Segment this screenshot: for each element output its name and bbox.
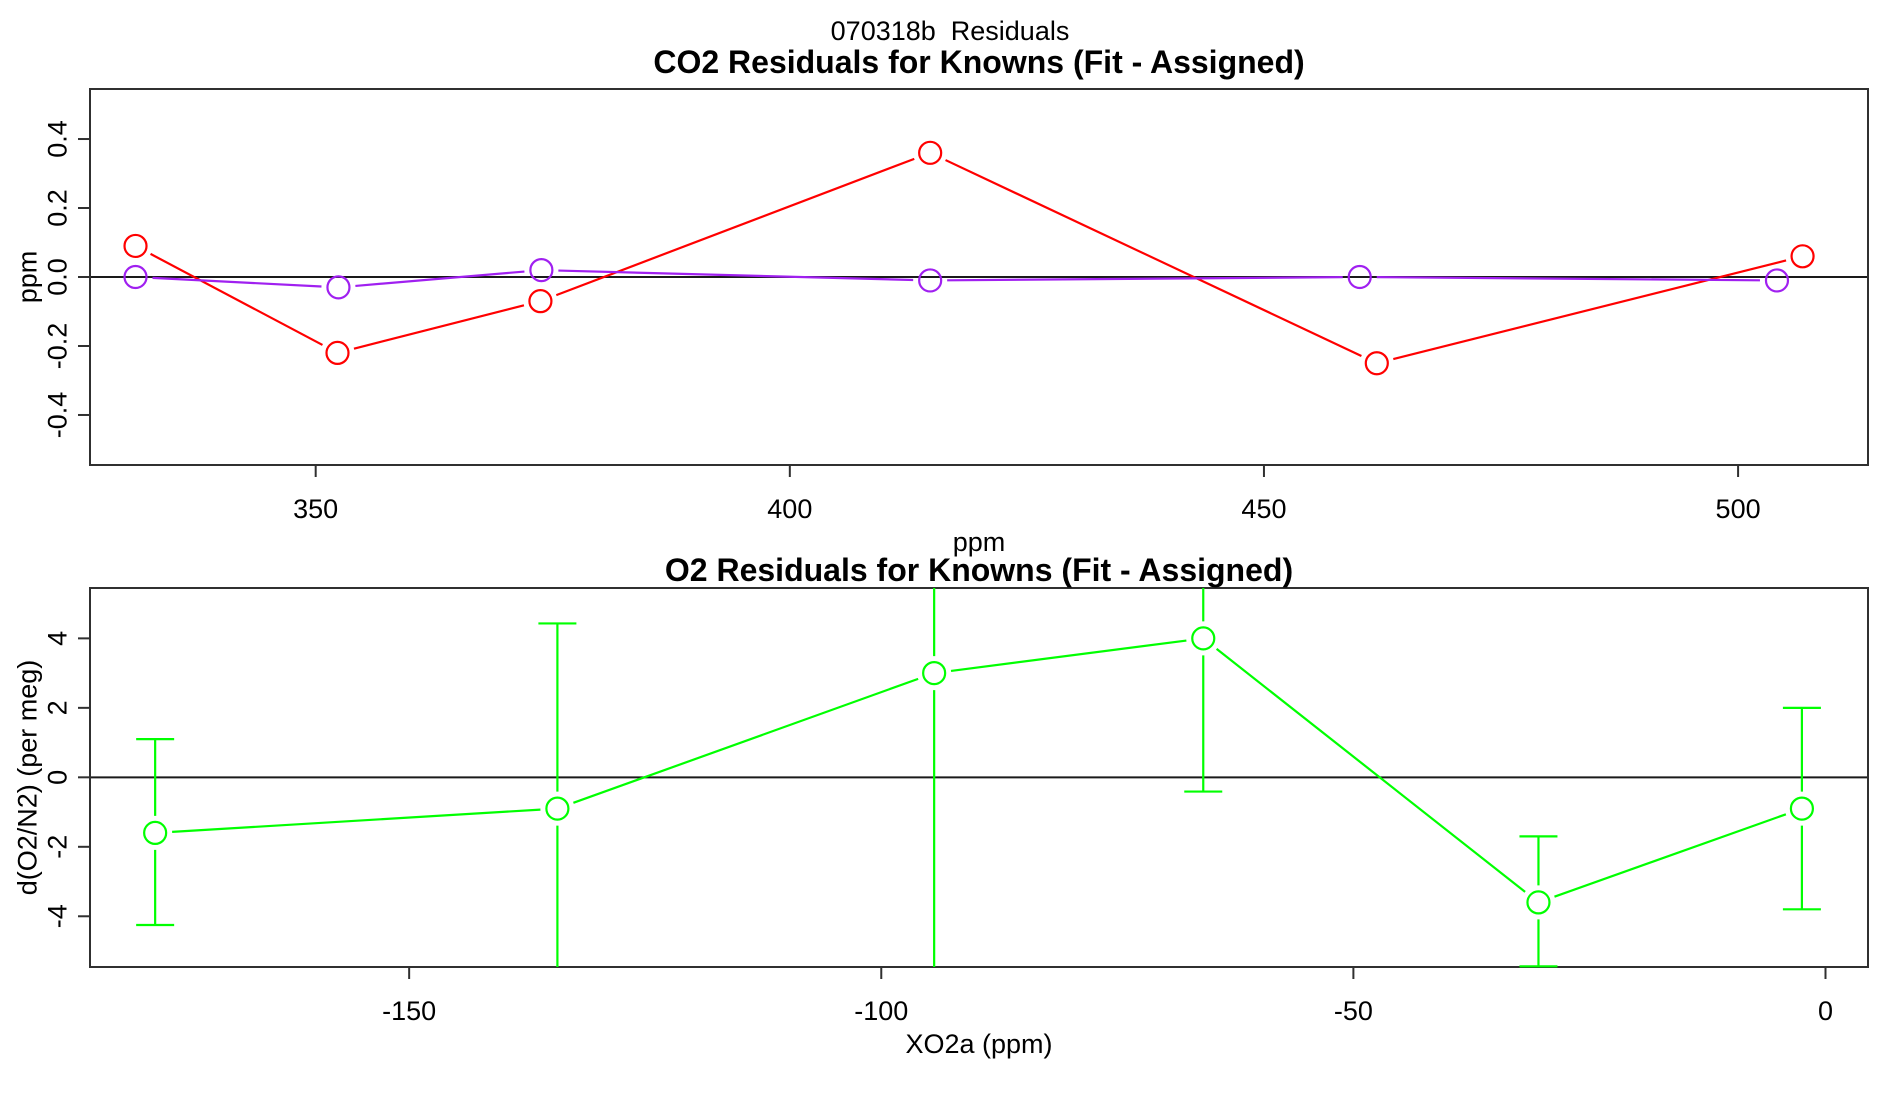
- series-line-segment: [172, 808, 541, 833]
- data-point-marker: [1764, 268, 1790, 293]
- x-tick-label: 500: [1716, 494, 1761, 524]
- x-tick-label: -100: [854, 996, 908, 1026]
- x-axis-title: ppm: [953, 527, 1006, 557]
- series-line-segment: [950, 639, 1187, 673]
- y-tick-label: 0.4: [42, 120, 72, 158]
- chart-co2: 350 400 450 500 -0.4 -0.2 0.0 0.2 0.4 CO2 Residua…: [12, 44, 1869, 557]
- data-point-marker: [1790, 244, 1815, 269]
- chart-title: O2 Residuals for Knowns (Fit - Assigned): [665, 552, 1293, 588]
- y-axis-title: ppm: [12, 251, 42, 304]
- series-line-segment: [558, 269, 914, 282]
- series-line-segment: [1376, 276, 1760, 282]
- data-point-marker: [1526, 890, 1551, 915]
- data-point-marker: [918, 268, 943, 293]
- chart-title: CO2 Residuals for Knowns (Fit - Assigned…: [653, 44, 1304, 80]
- data-point-marker: [1789, 796, 1815, 821]
- data-point-marker: [529, 258, 554, 283]
- series-line-segment: [353, 304, 525, 350]
- x-axis-title: XO2a (ppm): [905, 1029, 1052, 1059]
- chart-o2: -150 -100 -50 0 -4 -2 0 2 4 O2 Residuals for Know…: [12, 552, 1869, 1059]
- series-line-segment: [1554, 813, 1787, 898]
- series-line-segment: [945, 159, 1362, 357]
- x-tick-label: 350: [293, 494, 338, 524]
- series-line-segment: [573, 677, 919, 804]
- data-point-marker: [1191, 626, 1216, 651]
- data-point-marker: [123, 233, 148, 259]
- y-tick-label: -2: [42, 835, 72, 859]
- y-tick-label: 0.2: [42, 189, 72, 227]
- y-tick-label: -4: [42, 904, 72, 928]
- y-tick-label: -0.4: [42, 392, 72, 439]
- y-tick-label: 0: [42, 770, 72, 785]
- x-tick-label: 0: [1818, 996, 1833, 1026]
- series-co2-residual-fit1: [123, 140, 1815, 376]
- y-axis-title: d(O2/N2) (per meg): [12, 660, 42, 896]
- series-line-segment: [1393, 259, 1787, 361]
- series-line-segment: [152, 276, 322, 288]
- data-point-marker: [918, 140, 943, 165]
- series-line-segment: [150, 252, 323, 346]
- data-point-marker: [545, 796, 570, 821]
- series-line-segment: [1215, 648, 1526, 893]
- y-tick-label: 4: [42, 631, 72, 646]
- series-co2-residual-fit2: [123, 258, 1790, 300]
- series-line-segment: [355, 270, 525, 288]
- data-point-marker: [1364, 351, 1389, 376]
- data-point-marker: [1347, 264, 1372, 290]
- data-point-marker: [123, 264, 148, 290]
- y-tick-label: -0.2: [42, 323, 72, 370]
- series-o2-residual: [136, 588, 1821, 968]
- data-point-marker: [325, 340, 350, 365]
- data-point-marker: [143, 820, 168, 846]
- x-tick-label: 450: [1241, 494, 1286, 524]
- x-tick-label: -50: [1334, 996, 1373, 1026]
- series-line-segment: [947, 276, 1343, 282]
- x-tick-label: 400: [767, 494, 812, 524]
- data-point-marker: [326, 275, 351, 300]
- y-tick-label: 0.0: [42, 258, 72, 296]
- y-tick-label: 2: [42, 700, 72, 715]
- x-tick-label: -150: [382, 996, 436, 1026]
- data-point-marker: [922, 661, 947, 686]
- figure-title: 070318b Residuals: [830, 16, 1070, 46]
- data-point-marker: [528, 289, 553, 314]
